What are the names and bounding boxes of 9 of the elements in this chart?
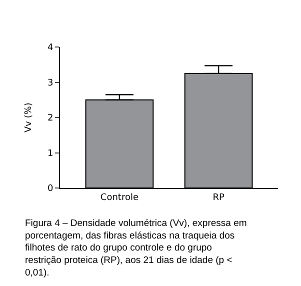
y-tick-label: 3 xyxy=(47,78,54,88)
x-tick-label: Controle xyxy=(100,192,139,203)
y-tick-label: 1 xyxy=(47,148,54,159)
y-axis-title: Vv (%) xyxy=(24,102,34,132)
text: Figura 4 – Densidade volumétrica (Vv), expressa em porcentagem, das fibras elásticas na traqueia dos filhotes de rato do grupo controle e do grupo restrição proteica (RP), aos 21 dias de idade (p < 0,01). xyxy=(25,218,247,278)
x-tick-label: RP xyxy=(212,192,225,203)
y-tick-label: 2 xyxy=(47,114,54,124)
y-tick-label: 4 xyxy=(47,43,54,54)
y-tick-label: 0 xyxy=(47,184,54,194)
